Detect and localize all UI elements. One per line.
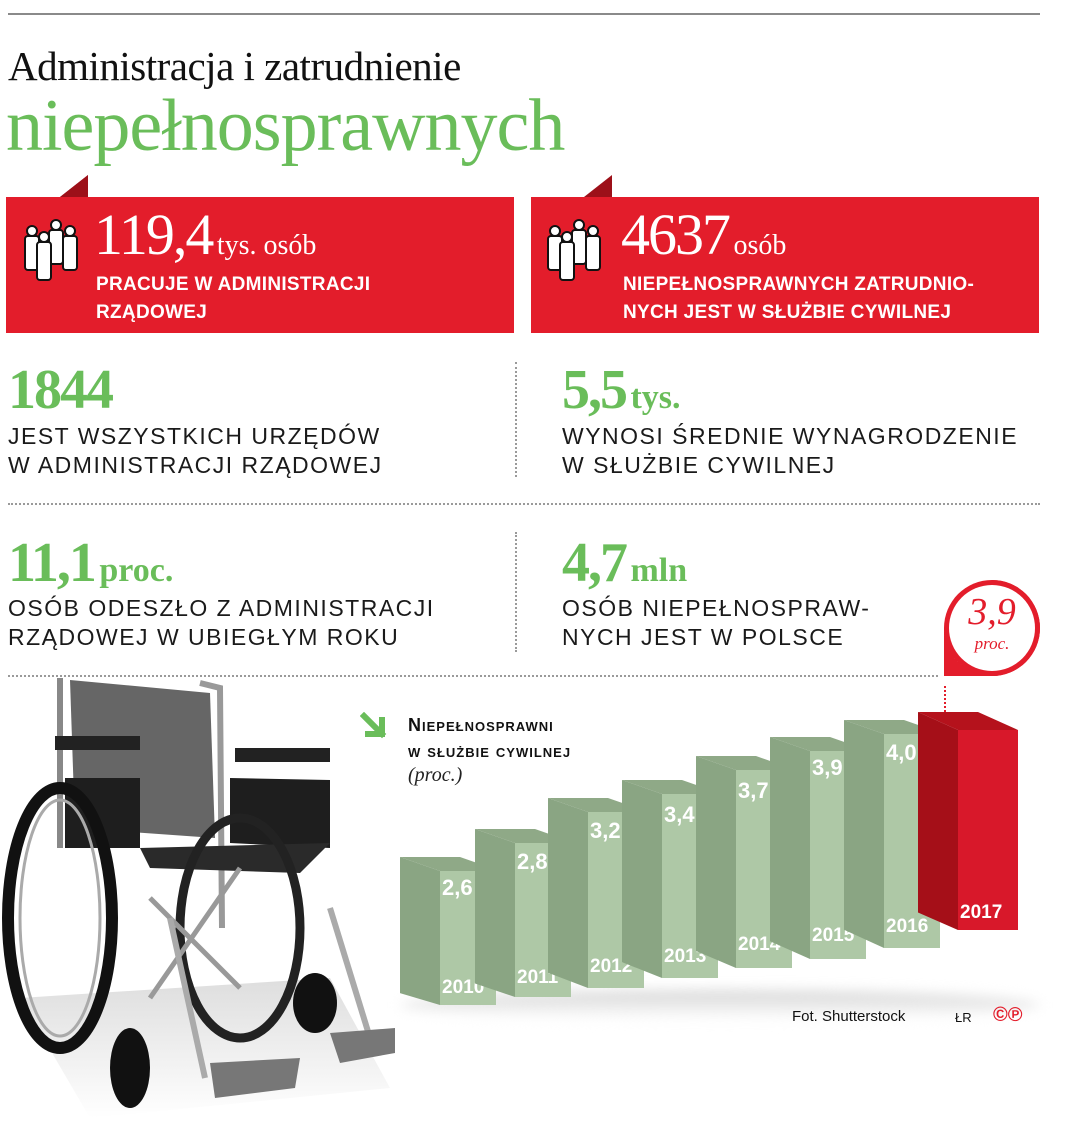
stat-desc-line2: W ADMINISTRACJI RZĄDOWEJ (8, 452, 383, 478)
stat-unit: osób (733, 230, 787, 261)
stat-number: 4,7 (562, 532, 628, 594)
bar-value: 2,8 (517, 849, 548, 874)
bar-year: 2011 (517, 967, 559, 988)
stat-desc-line2: RZĄDOWEJ W UBIEGŁYM ROKU (8, 624, 400, 650)
divider-vertical (515, 532, 517, 652)
chart-title-line2: w służbie cywilnej (408, 741, 572, 761)
callout-unit: proc. (974, 634, 1010, 653)
people-icon (24, 219, 78, 281)
stat-number: 5,5 (562, 359, 628, 421)
stat-desc-line1: NIEPEŁNOSPRAWNYCH ZATRUDNIO- (623, 274, 975, 295)
green-stat-1: 1844 (8, 359, 114, 421)
bar-year: 2017 (960, 902, 1003, 923)
divider-vertical (515, 362, 517, 477)
chart-subtitle: (proc.) (408, 764, 463, 786)
bar-value: 3,4 (664, 802, 695, 827)
stat-unit: proc. (99, 552, 174, 589)
bar-year: 2012 (590, 956, 633, 977)
chart-title-line1: Niepełnosprawni (408, 715, 554, 735)
people-icon (547, 219, 601, 281)
red-stat-box-2: 4637 osób NIEPEŁNOSPRAWNYCH ZATRUDNIO- N… (531, 197, 1039, 333)
photo-credit: Fot. Shutterstock (792, 1008, 906, 1025)
title-line-1: Administracja i zatrudnienie (8, 43, 461, 89)
bar-value: 3,7 (738, 778, 769, 803)
arrow-down-right-icon (360, 712, 387, 739)
stat-desc-line1: JEST WSZYSTKICH URZĘDÓW (8, 423, 381, 449)
bar-year: 2014 (738, 934, 781, 955)
callout-badge (944, 580, 1040, 676)
bar-year: 2010 (442, 977, 485, 998)
stat-desc-line2: NYCH JEST W SŁUŻBIE CYWILNEJ (623, 302, 952, 323)
stat-desc-line1: PRACUJE W ADMINISTRACJI (96, 274, 371, 295)
stat-desc-line1: WYNOSI ŚREDNIE WYNAGRODZENIE (562, 423, 1019, 449)
stat-desc-line1: OSÓB NIEPEŁNOSPRAW- (562, 595, 871, 621)
wheelchair-image (2, 678, 395, 1118)
stat-unit: tys. osób (216, 230, 317, 261)
green-stat-4: 4,7 mln (562, 535, 687, 591)
bar-year: 2016 (886, 916, 929, 937)
stat-desc-line1: OSÓB ODESZŁO Z ADMINISTRACJI (8, 595, 435, 621)
title-line-2: niepełnosprawnych (6, 85, 565, 167)
green-stat-2: 5,5 tys. (562, 362, 681, 418)
bar-year: 2015 (812, 925, 855, 946)
bar-year: 2013 (664, 946, 707, 967)
callout-value: 3,9 (968, 591, 1016, 633)
stat-desc-line2: W SŁUŻBIE CYWILNEJ (562, 452, 836, 478)
copyright-icon: ©℗ (993, 1004, 1023, 1026)
divider-horizontal (8, 675, 938, 677)
stat-desc-line2: NYCH JEST W POLSCE (562, 624, 845, 650)
chart-shadow (400, 990, 1040, 1020)
divider-horizontal (8, 503, 1040, 505)
chart-title: Niepełnosprawni w służbie cywilnej (proc… (408, 712, 571, 787)
bar-value: 4,0 (886, 740, 917, 765)
stat-number: 11,1 (8, 532, 97, 594)
bar-value: 3,2 (590, 818, 621, 843)
stat-unit: tys. (630, 379, 681, 416)
callout-leader (944, 686, 946, 712)
top-rule (8, 13, 1040, 15)
fold-decoration (584, 175, 612, 197)
stat-number: 1844 (8, 359, 114, 421)
stat-number: 4637 (621, 202, 731, 267)
stat-desc-line2: RZĄDOWEJ (96, 302, 208, 323)
bar-value: 2,6 (442, 875, 473, 900)
stat-number: 119,4 (94, 202, 214, 267)
stat-unit: mln (630, 552, 688, 589)
red-stat-box-1: 119,4 tys. osób PRACUJE W ADMINISTRACJI … (6, 197, 514, 333)
author-initials: ŁR (955, 1010, 972, 1025)
bar-value: 3,9 (812, 755, 843, 780)
green-stat-3: 11,1 proc. (8, 535, 173, 591)
